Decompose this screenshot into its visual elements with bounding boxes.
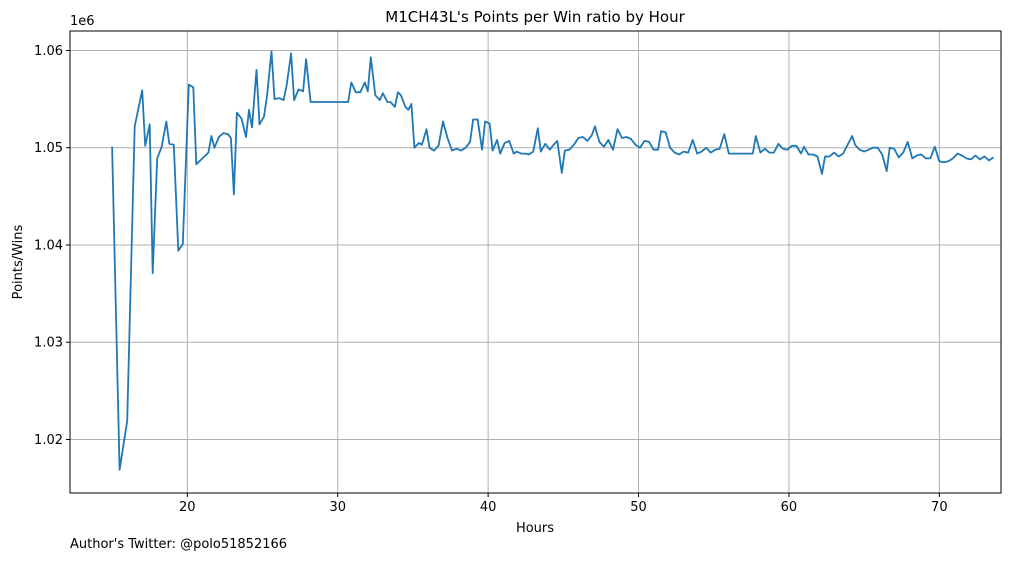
y-offset-label: 1e6	[70, 14, 95, 29]
x-tick-label: 70	[931, 500, 948, 515]
y-axis-label: Points/Wins	[11, 224, 26, 299]
author-credit: Author's Twitter: @polo51852166	[70, 537, 288, 552]
x-tick-label: 30	[329, 500, 346, 515]
x-tick-label: 20	[179, 500, 196, 515]
axes-frame	[69, 30, 1002, 494]
x-axis-ticks: 20 30 40 50 60 70	[179, 493, 948, 515]
y-axis-ticks: 1.02 1.03 1.04 1.05 1.06	[34, 44, 70, 448]
y-tick-label: 1.02	[34, 433, 63, 448]
y-tick-label: 1.04	[34, 238, 63, 253]
x-axis-label: Hours	[516, 521, 554, 536]
y-tick-label: 1.03	[34, 336, 63, 351]
x-tick-label: 40	[480, 500, 497, 515]
x-tick-label: 60	[781, 500, 798, 515]
x-tick-label: 50	[630, 500, 647, 515]
y-tick-label: 1.05	[34, 141, 63, 156]
y-tick-label: 1.06	[34, 44, 63, 59]
series-line	[111, 50, 994, 471]
chart-title: M1CH43L's Points per Win ratio by Hour	[385, 8, 685, 26]
